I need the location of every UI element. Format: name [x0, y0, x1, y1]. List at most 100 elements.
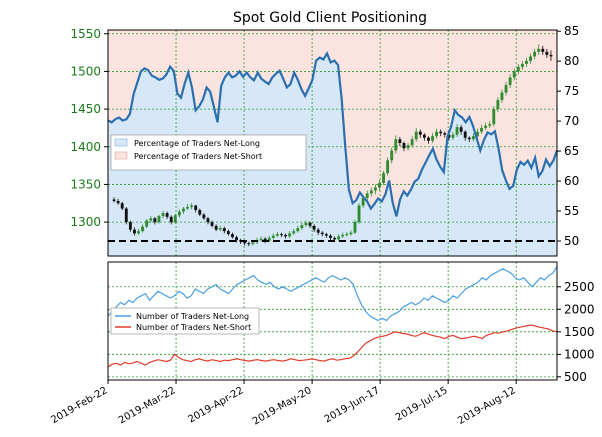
candle-body [361, 197, 365, 206]
upper-panel: 1300 1350 1400 1450 1500 1550 50 55 60 65 70 75 80 8… [70, 24, 579, 257]
count-tick-label: 1500 [564, 325, 595, 339]
candle-body [418, 131, 422, 135]
percentage-tick-label: 50 [564, 234, 579, 248]
price-tick-label: 1400 [70, 140, 101, 154]
candle-body [520, 63, 524, 67]
candle-body [476, 131, 479, 137]
upper-legend: Percentage of Traders Net-Long Percentag… [110, 134, 307, 171]
candle-body [214, 225, 218, 230]
traders-short-legend-label: Number of Traders Net-Short [136, 323, 251, 332]
candle-body [537, 48, 541, 52]
candle-body [259, 238, 263, 241]
traders-long-legend-label: Number of Traders Net-Long [136, 312, 249, 321]
candle-body [504, 84, 508, 93]
candle-body [324, 234, 328, 236]
percentage-axis-ticks: 50 55 60 65 70 75 80 85 [557, 24, 579, 248]
percentage-tick-label: 70 [564, 114, 579, 128]
candle-body [484, 125, 488, 128]
candle-body [153, 218, 157, 223]
candle-body [545, 51, 549, 55]
lower-panel: 500 1000 1500 2000 2500 Number of Traders Ne… [107, 261, 595, 384]
net-long-percentage-line [107, 50, 559, 217]
count-tick-label: 500 [564, 370, 587, 384]
candle-body [439, 131, 443, 134]
candle-body [222, 228, 226, 232]
candle-body [492, 109, 496, 125]
percentage-tick-label: 60 [564, 174, 579, 188]
price-tick-label: 1550 [70, 27, 101, 41]
candle-body [161, 213, 165, 217]
candle-body [402, 143, 406, 149]
candle-body [263, 238, 267, 241]
count-tick-label: 2000 [564, 302, 595, 316]
date-tick-label: 2019-Aug-12 [456, 385, 518, 427]
net-long-percentage-polyline [107, 50, 559, 217]
percentage-tick-label: 75 [564, 84, 579, 98]
candle-body [128, 222, 132, 230]
lower-legend: Number of Traders Net-Long Number of Tra… [110, 307, 260, 335]
candle-body [267, 237, 271, 241]
count-tick-label: 1000 [564, 347, 595, 361]
candle-body [455, 127, 459, 135]
candle-body [149, 218, 153, 221]
candle-body [386, 160, 390, 174]
candle-body [516, 66, 520, 72]
candle-body [471, 136, 475, 140]
candle-body [496, 100, 500, 110]
net-short-fill-area [108, 30, 557, 217]
chart-title: Spot Gold Client Positioning [233, 10, 427, 26]
candle-body [410, 139, 414, 146]
candle-body [116, 201, 120, 204]
lower-gridlines [107, 262, 557, 380]
candle-body [365, 193, 369, 198]
count-tick-label: 2500 [564, 280, 595, 294]
candle-body [141, 226, 145, 232]
candle-body [284, 234, 287, 237]
candle-body [304, 222, 308, 226]
candle-body [333, 237, 336, 240]
date-tick-label: 2019-Mar-22 [117, 385, 178, 426]
candle-body [288, 233, 292, 237]
price-tick-label: 1450 [70, 102, 101, 116]
candle-body [210, 222, 214, 226]
candle-body [427, 137, 430, 141]
candle-body [341, 234, 345, 237]
candle-body [271, 235, 275, 238]
candle-body [316, 229, 320, 233]
candle-body [406, 145, 410, 149]
candle-body [186, 207, 189, 209]
candle-body [169, 216, 173, 223]
trader-count-lines [107, 266, 558, 368]
candle-body [177, 211, 181, 216]
net-short-legend-swatch [114, 151, 128, 160]
candle-body [194, 205, 198, 211]
candle-body [512, 71, 516, 78]
candle-body [459, 127, 463, 132]
traders-net-long-line [107, 266, 558, 322]
candle-body [398, 139, 402, 143]
price-axis-ticks: 1300 1350 1400 1450 1500 1550 [70, 27, 108, 229]
candle-body [549, 54, 553, 57]
candle-body [173, 215, 177, 223]
date-tick-label: 2019-May-20 [251, 385, 314, 427]
candle-body [431, 136, 434, 141]
candle-body [275, 234, 279, 236]
candle-body [529, 56, 532, 61]
price-tick-label: 1300 [70, 215, 101, 229]
candle-body [414, 131, 418, 140]
date-tick-label: 2019-Feb-22 [49, 385, 109, 426]
candle-body [488, 124, 492, 126]
percentage-tick-label: 55 [564, 204, 579, 218]
candle-body [463, 131, 467, 138]
candle-body [525, 60, 528, 64]
candle-body [353, 222, 357, 233]
lower-panel-border [107, 261, 558, 381]
candle-body [508, 77, 512, 85]
candle-body [382, 173, 385, 183]
candle-body [226, 231, 230, 235]
candle-body [300, 225, 304, 229]
candle-body [190, 205, 194, 208]
candle-body [435, 131, 439, 137]
date-tick-label: 2019-Apr-22 [187, 385, 246, 425]
